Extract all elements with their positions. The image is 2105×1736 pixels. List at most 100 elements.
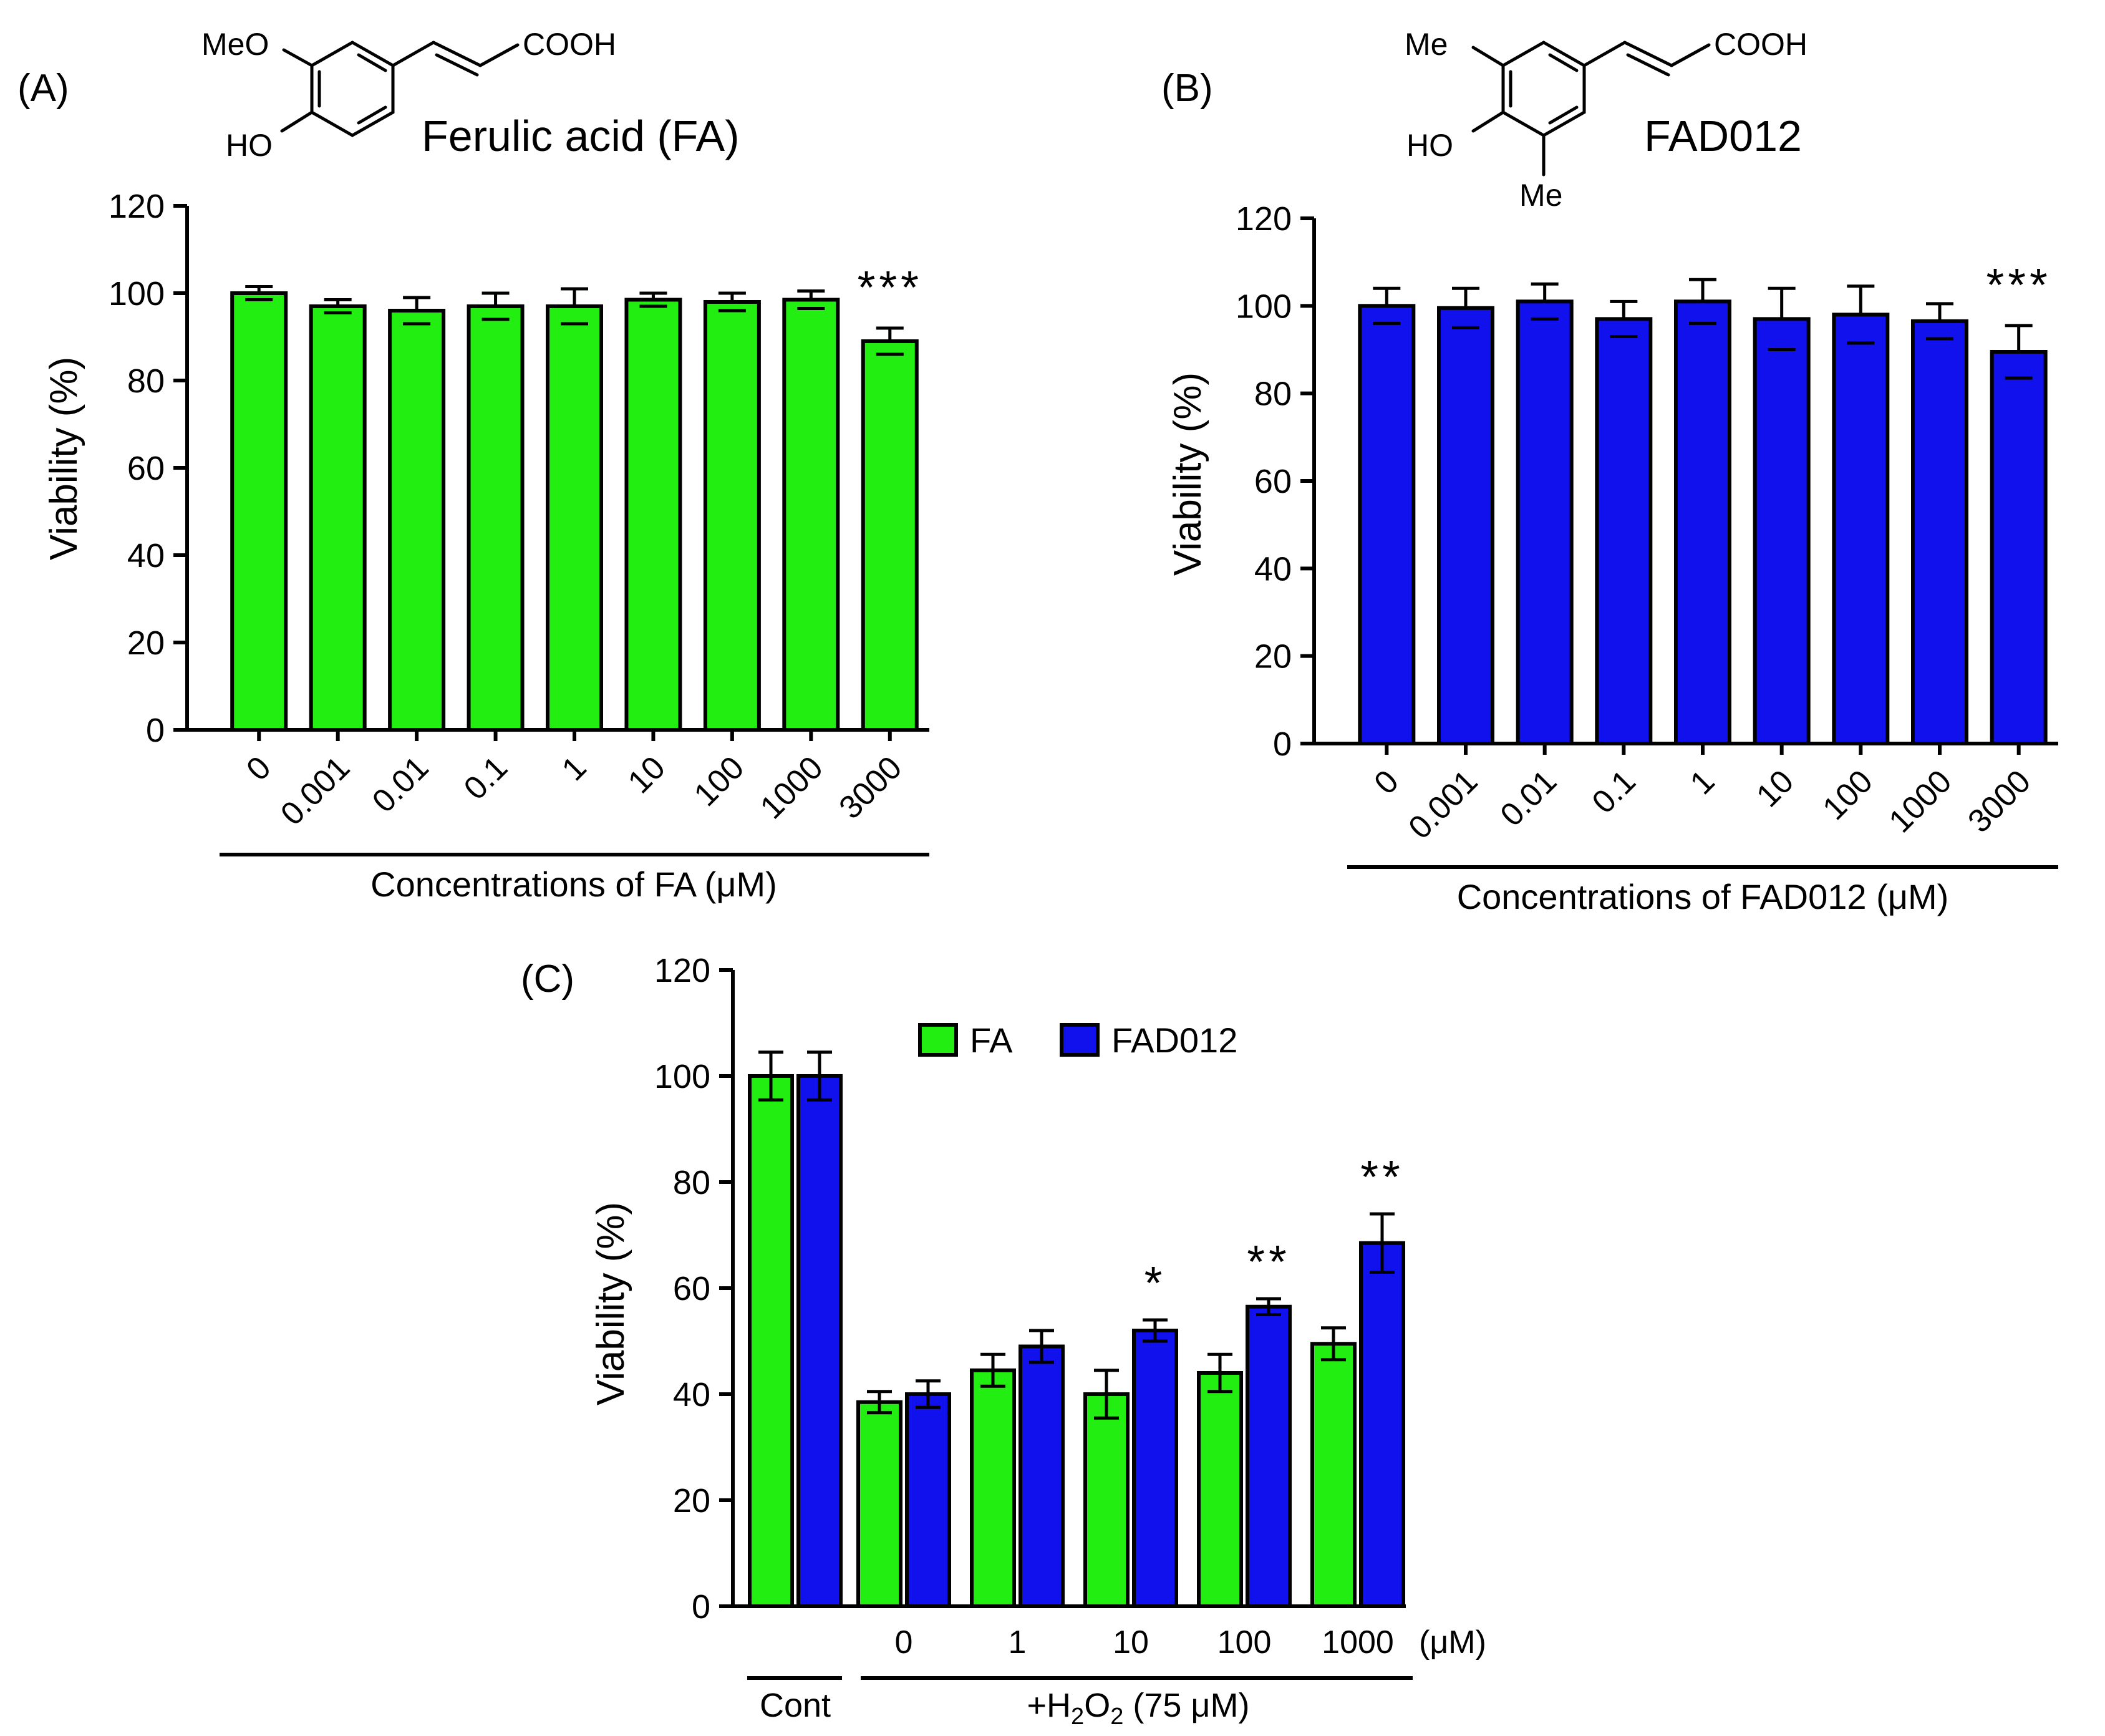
p2-bar-fad012 bbox=[796, 1074, 843, 1608]
p2-significance-label: ** bbox=[1247, 1236, 1290, 1287]
panel-a-group-label: Concentrations of FA (μM) bbox=[370, 865, 777, 904]
p0-x-tick-label: 0.1 bbox=[457, 749, 515, 807]
p0-x-tick-label: 0 bbox=[240, 749, 278, 787]
p0-y-tick-label: 80 bbox=[127, 362, 165, 400]
panel-c-ylabel: Viability (%) bbox=[589, 1202, 632, 1405]
p1-x-tick-label: 10 bbox=[1749, 763, 1801, 814]
p0-bar bbox=[309, 304, 367, 732]
p2-y-tick-label: 0 bbox=[692, 1588, 710, 1626]
p2-y-tick-label: 80 bbox=[673, 1164, 710, 1201]
p0-y-tick-label: 20 bbox=[127, 624, 165, 662]
h2o2-prefix: +H bbox=[1027, 1687, 1072, 1724]
h2o2-mid: O bbox=[1084, 1687, 1110, 1724]
p2-bar-fad012 bbox=[1132, 1329, 1178, 1608]
p1-bar bbox=[1516, 299, 1574, 746]
p2-x-tick-label: 100 bbox=[1217, 1624, 1272, 1661]
legend-swatch-fad012 bbox=[1060, 1023, 1100, 1057]
fa-meo-label: MeO bbox=[201, 27, 269, 62]
p2-bar-fad012 bbox=[1019, 1344, 1065, 1608]
p1-x-tick-label: 3000 bbox=[1961, 763, 2038, 840]
panel-c-bars: * **** bbox=[748, 1050, 1405, 1608]
p0-bar bbox=[782, 298, 840, 732]
fa-ho-label: HO bbox=[226, 128, 273, 163]
panel-b-group-label: Concentrations of FAD012 (μM) bbox=[1457, 877, 1949, 916]
p2-bar-fa bbox=[748, 1074, 794, 1608]
panel-a-ylabel: Viability (%) bbox=[42, 357, 85, 560]
h2o2-sub1: 2 bbox=[1071, 1704, 1084, 1730]
p2-bar-fad012 bbox=[1359, 1241, 1405, 1608]
panel-b-header: (B) Me HO Me COOH FAD012 bbox=[1161, 27, 1807, 213]
p1-x-tick-label: 100 bbox=[1816, 763, 1879, 827]
p0-x-tick-label: 1 bbox=[555, 749, 593, 787]
legend-label-fa: FA bbox=[970, 1021, 1013, 1060]
ferulic-acid-structure-icon bbox=[280, 41, 520, 137]
p2-significance-label: * bbox=[1144, 1257, 1166, 1309]
p0-x-tick-label: 1000 bbox=[753, 749, 830, 826]
p0-bar bbox=[388, 309, 446, 732]
fad-me-top-label: Me bbox=[1405, 27, 1448, 62]
p1-bar bbox=[1911, 319, 1968, 745]
p1-bar bbox=[1832, 313, 1890, 746]
panel-b-x-tick-labels: 00.001 0.01 0.1 1 10 100 1000 3000 bbox=[1367, 763, 2038, 846]
p1-y-tick-label: 40 bbox=[1254, 550, 1292, 588]
p0-bar bbox=[230, 291, 288, 732]
p0-y-tick-label: 40 bbox=[127, 537, 165, 575]
p0-y-tick-label: 60 bbox=[127, 450, 165, 487]
p0-y-tick-label: 0 bbox=[146, 712, 165, 749]
panel-c-cont-label: Cont bbox=[760, 1687, 831, 1724]
p1-x-tick-label: 1 bbox=[1683, 763, 1721, 801]
p0-x-tick-label: 0.01 bbox=[365, 749, 436, 820]
panel-c-legend: FA FAD012 bbox=[918, 1021, 1237, 1060]
p2-bar-fad012 bbox=[1246, 1304, 1292, 1608]
p2-y-tick-label: 40 bbox=[673, 1376, 710, 1414]
panel-c-label: (C) bbox=[521, 958, 574, 1001]
p0-bar bbox=[861, 339, 919, 732]
h2o2-sub2: 2 bbox=[1110, 1704, 1123, 1730]
p1-bar bbox=[1674, 299, 1731, 746]
panel-a-bars: *** bbox=[230, 261, 922, 732]
p0-x-tick-label: 10 bbox=[621, 749, 672, 800]
h2o2-suffix: (75 μM) bbox=[1123, 1687, 1249, 1724]
panel-c-y-axis: 0 20 40 60 80 100 120 bbox=[654, 952, 1406, 1626]
p0-y-tick-label: 100 bbox=[109, 275, 165, 313]
p2-y-tick-label: 100 bbox=[654, 1058, 710, 1095]
p0-bar bbox=[624, 298, 682, 732]
panel-b-label: (B) bbox=[1161, 67, 1213, 110]
p2-significance-label: ** bbox=[1360, 1151, 1404, 1203]
p0-bar bbox=[546, 304, 603, 732]
panel-a-header: (A) MeO HO COOH Ferulic acid (FA) bbox=[17, 27, 740, 163]
panel-c-h2o2-label: +H2O2 (75 μM) bbox=[1027, 1687, 1250, 1730]
p2-bar-fa bbox=[856, 1400, 902, 1608]
p2-bar-fad012 bbox=[905, 1392, 951, 1608]
p1-x-tick-label: 0.001 bbox=[1401, 763, 1484, 846]
p1-x-tick-label: 1000 bbox=[1882, 763, 1959, 840]
p2-bar-fa bbox=[1310, 1342, 1357, 1608]
p1-x-tick-label: 0.1 bbox=[1585, 763, 1643, 820]
p1-y-tick-label: 0 bbox=[1273, 725, 1292, 763]
fad-compound-name: FAD012 bbox=[1644, 112, 1802, 160]
p1-bar bbox=[1990, 350, 2048, 745]
p1-bar bbox=[1437, 306, 1494, 745]
p0-bar bbox=[703, 300, 761, 732]
p1-significance-label: *** bbox=[1986, 259, 2051, 311]
p2-x-tick-label: 1 bbox=[1009, 1624, 1027, 1661]
legend-swatch-fa bbox=[918, 1023, 958, 1057]
p0-significance-label: *** bbox=[858, 261, 922, 313]
p1-bar bbox=[1753, 317, 1811, 745]
p2-bar-fa bbox=[1197, 1371, 1243, 1608]
fad-cooh-label: COOH bbox=[1714, 27, 1807, 62]
legend-label-fad012: FAD012 bbox=[1111, 1021, 1237, 1060]
p2-bar-fa bbox=[1083, 1392, 1130, 1608]
p0-x-tick-label: 0.001 bbox=[274, 749, 357, 832]
p1-x-tick-label: 0.01 bbox=[1494, 763, 1564, 833]
fad012-structure-icon bbox=[1471, 41, 1711, 177]
p1-y-tick-label: 80 bbox=[1254, 376, 1292, 413]
panel-b-ylabel: Viability (%) bbox=[1166, 372, 1209, 576]
p1-bar bbox=[1595, 317, 1653, 745]
fa-cooh-label: COOH bbox=[523, 27, 616, 62]
p2-y-tick-label: 20 bbox=[673, 1482, 710, 1520]
p2-y-tick-label: 60 bbox=[673, 1270, 710, 1307]
